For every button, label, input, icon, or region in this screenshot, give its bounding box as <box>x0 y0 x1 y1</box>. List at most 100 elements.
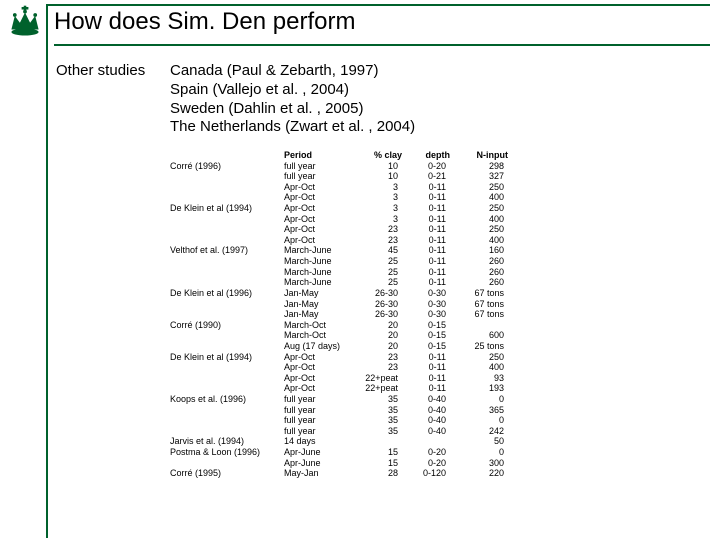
table-cell: 400 <box>454 362 512 373</box>
table-cell: Koops et al. (1996) <box>170 394 284 405</box>
table-row: March-June250-11260 <box>170 277 512 288</box>
table-cell: 25 tons <box>454 341 512 352</box>
table-cell: Apr-Oct <box>284 203 358 214</box>
table-cell: De Klein et al (1996) <box>170 288 284 299</box>
table-cell: 0-11 <box>406 214 454 225</box>
table-cell <box>170 256 284 267</box>
table-cell: 25 <box>358 277 406 288</box>
table-cell: 3 <box>358 182 406 193</box>
table-cell: 400 <box>454 192 512 203</box>
table-cell: Corré (1990) <box>170 320 284 331</box>
table-cell: Jan-May <box>284 309 358 320</box>
table-row: De Klein et al (1994)Apr-Oct30-11250 <box>170 203 512 214</box>
table-row: De Klein et al (1996)Jan-May26-300-3067 … <box>170 288 512 299</box>
table-cell: 0-30 <box>406 288 454 299</box>
table-cell: March-Oct <box>284 320 358 331</box>
table-cell: 0-11 <box>406 352 454 363</box>
top-accent-line <box>46 4 710 6</box>
table-cell: 45 <box>358 245 406 256</box>
table-cell: 15 <box>358 458 406 469</box>
table-cell: Apr-Oct <box>284 352 358 363</box>
table-cell: 35 <box>358 415 406 426</box>
table-cell: Jarvis et al. (1994) <box>170 436 284 447</box>
table-row: Apr-Oct30-11250 <box>170 182 512 193</box>
table-row: March-Oct200-15600 <box>170 330 512 341</box>
table-cell: Corré (1996) <box>170 161 284 172</box>
table-cell: 22+peat <box>358 383 406 394</box>
table-cell <box>170 299 284 310</box>
table-row: Apr-Oct230-11400 <box>170 235 512 246</box>
table-cell: Velthof et al. (1997) <box>170 245 284 256</box>
table-cell: 400 <box>454 214 512 225</box>
table-cell: 3 <box>358 192 406 203</box>
table-cell: 23 <box>358 235 406 246</box>
col-ninput: N-input <box>454 150 512 161</box>
table-cell: full year <box>284 426 358 437</box>
table-cell <box>170 235 284 246</box>
table-cell <box>170 458 284 469</box>
table-cell: 0-40 <box>406 426 454 437</box>
table-cell: Apr-June <box>284 447 358 458</box>
table-cell: 93 <box>454 373 512 384</box>
table-cell: 0-40 <box>406 405 454 416</box>
table-cell: March-June <box>284 256 358 267</box>
table-row: full year100-21327 <box>170 171 512 182</box>
table-cell: May-Jan <box>284 468 358 479</box>
table-body: Corré (1996)full year100-20298full year1… <box>170 161 512 479</box>
col-period: Period <box>284 150 358 161</box>
table-cell: Postma & Loon (1996) <box>170 447 284 458</box>
table-row: Jan-May26-300-3067 tons <box>170 299 512 310</box>
table-cell: 0-20 <box>406 161 454 172</box>
table-cell <box>170 383 284 394</box>
table-cell <box>358 436 406 447</box>
table-cell: 0 <box>454 394 512 405</box>
table-cell: Aug (17 days) <box>284 341 358 352</box>
table-cell <box>170 405 284 416</box>
table-cell: 10 <box>358 171 406 182</box>
table-cell: 0-40 <box>406 394 454 405</box>
table-cell: 23 <box>358 362 406 373</box>
table-cell: 260 <box>454 267 512 278</box>
table-cell: 14 days <box>284 436 358 447</box>
table-cell: 0-11 <box>406 256 454 267</box>
study-item: Canada (Paul & Zebarth, 1997) <box>170 62 415 81</box>
table-cell: 0-11 <box>406 203 454 214</box>
table-cell: 193 <box>454 383 512 394</box>
table-cell: 20 <box>358 341 406 352</box>
table-row: Apr-Oct230-11250 <box>170 224 512 235</box>
table-cell: 20 <box>358 330 406 341</box>
table-row: Jarvis et al. (1994)14 days50 <box>170 436 512 447</box>
table-cell: 22+peat <box>358 373 406 384</box>
col-ref <box>170 150 284 161</box>
table-cell: 3 <box>358 214 406 225</box>
table-cell: 300 <box>454 458 512 469</box>
table-cell: Apr-Oct <box>284 373 358 384</box>
table-cell: 250 <box>454 203 512 214</box>
table-cell: 600 <box>454 330 512 341</box>
other-studies-label: Other studies <box>56 62 145 79</box>
table-cell: Apr-Oct <box>284 362 358 373</box>
table-cell <box>170 224 284 235</box>
table-cell: 35 <box>358 426 406 437</box>
table-cell: 298 <box>454 161 512 172</box>
table-cell <box>170 373 284 384</box>
col-clay: % clay <box>358 150 406 161</box>
table-cell: 0-20 <box>406 447 454 458</box>
table-cell: 23 <box>358 352 406 363</box>
table-cell: 0-15 <box>406 330 454 341</box>
table-cell <box>170 341 284 352</box>
col-depth: depth <box>406 150 454 161</box>
table-row: Apr-Oct22+peat0-1193 <box>170 373 512 384</box>
table-cell: 0-11 <box>406 383 454 394</box>
table-cell <box>170 267 284 278</box>
table-cell: 0-11 <box>406 182 454 193</box>
table-cell <box>170 415 284 426</box>
table-cell: 250 <box>454 224 512 235</box>
table-cell: 0-30 <box>406 299 454 310</box>
table-cell <box>170 426 284 437</box>
table-cell: 35 <box>358 394 406 405</box>
table-cell <box>170 277 284 288</box>
table-cell: 0-11 <box>406 245 454 256</box>
table-cell: 365 <box>454 405 512 416</box>
table-cell: 26-30 <box>358 309 406 320</box>
